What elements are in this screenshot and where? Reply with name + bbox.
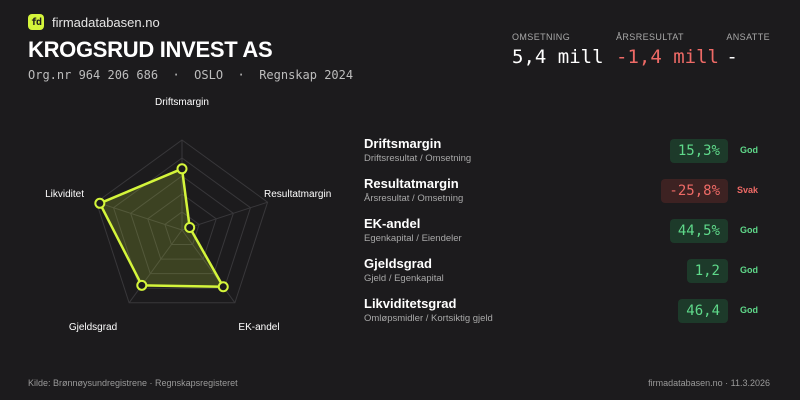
kpi-value: - bbox=[726, 46, 738, 68]
metric-value: 46,4 bbox=[678, 299, 728, 323]
radar-axis-label: Driftsmargin bbox=[155, 97, 209, 108]
footer-site-date: firmadatabasen.no · 11.3.2026 bbox=[648, 378, 770, 388]
metric-value: -25,8% bbox=[661, 179, 728, 203]
metric-name: Resultatmargin bbox=[364, 176, 459, 191]
radar-axis-line bbox=[128, 229, 183, 304]
metric-row-ek-andel: EK-andel Egenkapital / Eiendeler 44,5% G… bbox=[364, 216, 764, 252]
radar-axis-label: Resultatmargin bbox=[264, 189, 331, 200]
radar-axis-label: Gjeldsgrad bbox=[69, 322, 117, 333]
brand-name: firmadatabasen.no bbox=[52, 14, 160, 30]
radar-data-point bbox=[94, 197, 106, 209]
company-name: KROGSRUD INVEST AS bbox=[28, 37, 273, 62]
metric-name: Driftsmargin bbox=[364, 136, 442, 151]
metric-row-resultatmargin: Resultatmargin Årsresultat / Omsetning -… bbox=[364, 176, 764, 212]
metric-rating: God bbox=[740, 305, 758, 315]
radar-axis-label: Likviditet bbox=[45, 189, 84, 200]
metric-desc: Omløpsmidler / Kortsiktig gjeld bbox=[364, 313, 493, 324]
metric-name: Gjeldsgrad bbox=[364, 256, 432, 271]
brand[interactable]: fd firmadatabasen.no bbox=[28, 14, 160, 30]
kpi-arsresultat: ÅRSRESULTAT -1,4 mill bbox=[616, 32, 719, 68]
radar-grid-ring bbox=[130, 175, 234, 275]
metric-name: EK-andel bbox=[364, 216, 421, 231]
metric-rating: God bbox=[740, 265, 758, 275]
radar-axis-line bbox=[96, 201, 183, 231]
metric-row-likviditetsgrad: Likviditetsgrad Omløpsmidler / Kortsikti… bbox=[364, 296, 764, 332]
radar-data-point bbox=[136, 279, 148, 291]
metric-value: 44,5% bbox=[669, 219, 728, 243]
kpi-ansatte: ANSATTE - bbox=[726, 32, 770, 68]
metric-desc: Egenkapital / Eiendeler bbox=[364, 233, 462, 244]
radar-chart: Driftsmargin Resultatmargin EK-andel Gjelds… bbox=[45, 97, 331, 333]
metric-rating: God bbox=[740, 145, 758, 155]
kpi-label: OMSETNING bbox=[512, 32, 571, 42]
metric-value: 1,2 bbox=[686, 259, 728, 283]
kpi-value: -1,4 mill bbox=[616, 46, 719, 68]
metric-row-gjeldsgrad: Gjeldsgrad Gjeld / Egenkapital 1,2 God bbox=[364, 256, 764, 292]
radar-axis-line bbox=[181, 201, 268, 231]
metric-value: 15,3% bbox=[669, 139, 728, 163]
kpi-omsetning: OMSETNING 5,4 mill bbox=[512, 32, 604, 68]
radar-grid-ring bbox=[164, 211, 200, 246]
metric-row-driftsmargin: Driftsmargin Driftsresultat / Omsetning … bbox=[364, 136, 764, 172]
metric-rating: God bbox=[740, 225, 758, 235]
metric-name: Likviditetsgrad bbox=[364, 296, 457, 311]
radar-grid-ring bbox=[95, 139, 269, 304]
radar-grid-ring bbox=[112, 157, 252, 289]
radar-data-point bbox=[176, 163, 188, 175]
radar-axis-label: EK-andel bbox=[238, 322, 279, 333]
brand-logo-icon: fd bbox=[28, 14, 44, 30]
radar-data-point bbox=[184, 221, 196, 233]
metric-rating: Svak bbox=[736, 185, 758, 195]
metric-desc: Årsresultat / Omsetning bbox=[364, 193, 464, 204]
kpi-value: 5,4 mill bbox=[512, 46, 604, 68]
radar-data-area bbox=[98, 167, 225, 289]
metric-desc: Gjeld / Egenkapital bbox=[364, 273, 444, 284]
kpi-label: ÅRSRESULTAT bbox=[616, 32, 684, 42]
company-subinfo: Org.nr 964 206 686 · OSLO · Regnskap 202… bbox=[28, 68, 354, 82]
metric-desc: Driftsresultat / Omsetning bbox=[364, 153, 472, 164]
kpi-label: ANSATTE bbox=[726, 32, 770, 42]
radar-grid-ring bbox=[147, 193, 217, 260]
footer-source: Kilde: Brønnøysundregistrene · Regnskaps… bbox=[28, 378, 238, 388]
radar-data-point bbox=[217, 281, 229, 293]
